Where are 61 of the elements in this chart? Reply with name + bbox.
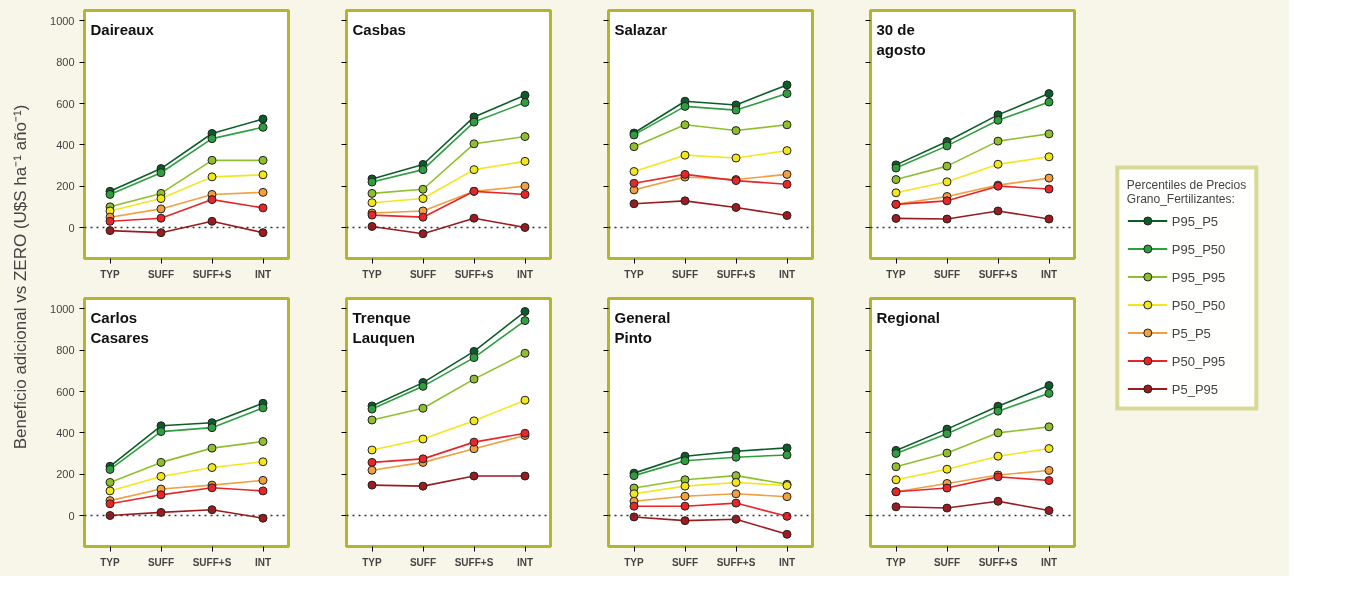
x-tick-label: SUFF+S — [192, 268, 232, 280]
legend-label: P95_P50 — [1171, 241, 1226, 256]
x-tick-label: SUFF — [409, 268, 437, 280]
x-tick-label: SUFF — [147, 268, 175, 280]
x-tick-label: SUFF — [933, 268, 961, 280]
x-tick-label: TYP — [362, 556, 383, 568]
text: 30 de agosto — [876, 20, 926, 58]
x-tick-label: SUFF+S — [454, 268, 494, 280]
y-tick-label: 0 — [68, 509, 75, 522]
x-tick-label: INT — [778, 268, 796, 280]
x-tick-label: TYP — [624, 556, 645, 568]
x-tick-label: TYP — [100, 556, 121, 568]
x-tick-label: TYP — [362, 268, 383, 280]
legend-label: P95_P95 — [1171, 269, 1226, 284]
y-axis-title: Beneficio adicional vs ZERO (U$S ha⁻¹ año⁻¹) — [10, 104, 30, 450]
x-tick-label: INT — [1040, 268, 1058, 280]
y-tick-label: 1000 — [50, 302, 75, 315]
text: Salazar — [614, 20, 668, 38]
y-tick-label: 1000 — [50, 14, 75, 27]
y-tick-label: 200 — [56, 180, 75, 193]
x-tick-label: SUFF — [933, 556, 961, 568]
x-tick-label: INT — [254, 268, 272, 280]
x-tick-label: SUFF — [671, 268, 699, 280]
x-tick-label: TYP — [100, 268, 121, 280]
x-tick-label: INT — [516, 556, 534, 568]
text: Carlos Casares — [90, 308, 149, 346]
y-tick-label: 400 — [56, 138, 75, 151]
y-tick-label: 0 — [68, 221, 75, 234]
text: Regional — [876, 308, 940, 326]
x-tick-label: INT — [516, 268, 534, 280]
x-tick-label: INT — [254, 556, 272, 568]
legend-label: P50_P95 — [1171, 353, 1226, 368]
y-tick-label: 400 — [56, 426, 75, 439]
legend-label: P5_P5 — [1171, 325, 1211, 340]
x-tick-label: SUFF+S — [454, 556, 494, 568]
x-tick-label: SUFF — [671, 556, 699, 568]
text: Trenque Lauquen — [352, 308, 415, 346]
y-tick-label: 600 — [56, 97, 75, 110]
x-tick-label: TYP — [886, 268, 907, 280]
text: Casbas — [352, 20, 406, 38]
y-tick-label: 600 — [56, 385, 75, 398]
legend-title: Percentiles de Precios Grano_Fertilizantes: — [1126, 177, 1247, 206]
y-tick-label: 200 — [56, 468, 75, 481]
x-tick-label: SUFF+S — [978, 268, 1018, 280]
x-tick-label: TYP — [886, 556, 907, 568]
y-tick-label: 800 — [56, 56, 75, 69]
text: Daireaux — [90, 20, 155, 38]
y-tick-label: 800 — [56, 344, 75, 357]
x-tick-label: TYP — [624, 268, 645, 280]
x-tick-label: SUFF+S — [978, 556, 1018, 568]
legend-label: P95_P5 — [1171, 213, 1219, 228]
x-tick-label: SUFF — [409, 556, 437, 568]
x-tick-label: SUFF+S — [716, 556, 756, 568]
x-tick-label: INT — [1040, 556, 1058, 568]
legend-label: P5_P95 — [1171, 381, 1219, 396]
text: General Pinto — [614, 308, 671, 346]
legend-label: P50_P50 — [1171, 297, 1226, 312]
x-tick-label: SUFF+S — [192, 556, 232, 568]
x-tick-label: SUFF — [147, 556, 175, 568]
x-tick-label: INT — [778, 556, 796, 568]
x-tick-label: SUFF+S — [716, 268, 756, 280]
